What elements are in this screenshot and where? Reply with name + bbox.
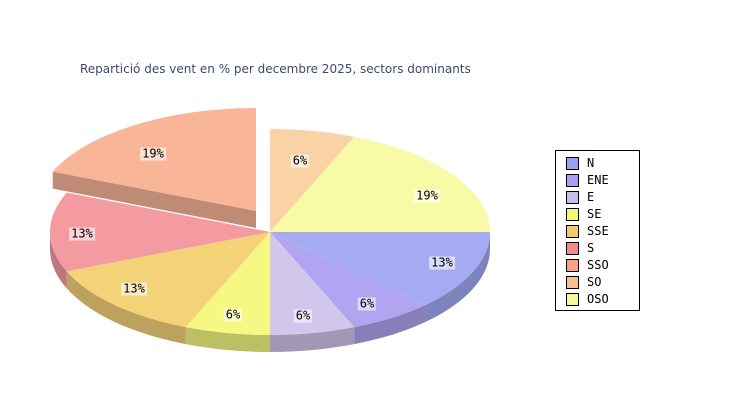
- chart-title: Repartició des vent en % per decembre 20…: [80, 62, 471, 76]
- pie-slice-SSO-side: [52, 171, 256, 228]
- legend-swatch-SO: [566, 276, 579, 289]
- slice-label-SO: 6%: [290, 153, 310, 168]
- pie-slice-SSE-side: [66, 271, 186, 345]
- legend-item-SE: SE: [566, 206, 639, 223]
- legend-item-N: N: [566, 155, 639, 172]
- slice-label-E: 6%: [293, 308, 313, 323]
- legend-label-ENE: ENE: [587, 173, 609, 187]
- pie-slice-N: [270, 232, 490, 305]
- legend-label-OSO: OSO: [587, 292, 609, 306]
- legend-swatch-N: [566, 157, 579, 170]
- pie-slice-S: [50, 192, 271, 272]
- slice-label-SE: 6%: [223, 307, 243, 322]
- legend-item-E: E: [566, 189, 639, 206]
- slice-label-SSE: 13%: [121, 281, 147, 296]
- legend-swatch-E: [566, 191, 579, 204]
- legend-item-SSO: SSO: [566, 257, 639, 274]
- legend-item-S: S: [566, 240, 639, 257]
- pie-slice-ENE: [270, 232, 426, 328]
- legend-item-SSE: SSE: [566, 223, 639, 240]
- pie-slice-OSO: [270, 136, 490, 232]
- pie-slice-E: [270, 232, 355, 335]
- legend-label-SE: SE: [587, 207, 602, 221]
- slice-label-N: 13%: [429, 255, 455, 270]
- slice-label-OSO: 19%: [414, 188, 440, 203]
- legend-label-SSO: SSO: [587, 258, 609, 272]
- legend-label-S: S: [587, 241, 595, 255]
- pie-slice-ENE-side: [354, 304, 426, 345]
- legend-label-SSE: SSE: [587, 224, 609, 238]
- legend-label-N: N: [587, 156, 595, 170]
- legend-label-SO: SO: [587, 275, 602, 289]
- pie-slice-S-side: [50, 232, 67, 289]
- legend-swatch-ENE: [566, 174, 579, 187]
- pie-slice-SSE: [66, 232, 270, 328]
- pie-slice-SE-side: [185, 327, 270, 352]
- slice-label-SSO: 19%: [140, 146, 166, 161]
- legend-swatch-S: [566, 242, 579, 255]
- pie-slice-SE: [185, 232, 270, 335]
- legend-item-OSO: OSO: [566, 291, 639, 308]
- legend: N ENE E SE SSE S SSO SO OSO: [555, 150, 640, 311]
- pie-slice-E-side: [270, 327, 355, 352]
- legend-swatch-SE: [566, 208, 579, 221]
- slice-label-S: 13%: [69, 226, 95, 241]
- legend-item-ENE: ENE: [566, 172, 639, 189]
- legend-item-SO: SO: [566, 274, 639, 291]
- legend-swatch-SSE: [566, 225, 579, 238]
- legend-swatch-SSO: [566, 259, 579, 272]
- legend-label-E: E: [587, 190, 595, 204]
- pie-slice-N-side: [425, 232, 490, 322]
- legend-swatch-OSO: [566, 293, 579, 306]
- slice-label-ENE: 6%: [357, 296, 377, 311]
